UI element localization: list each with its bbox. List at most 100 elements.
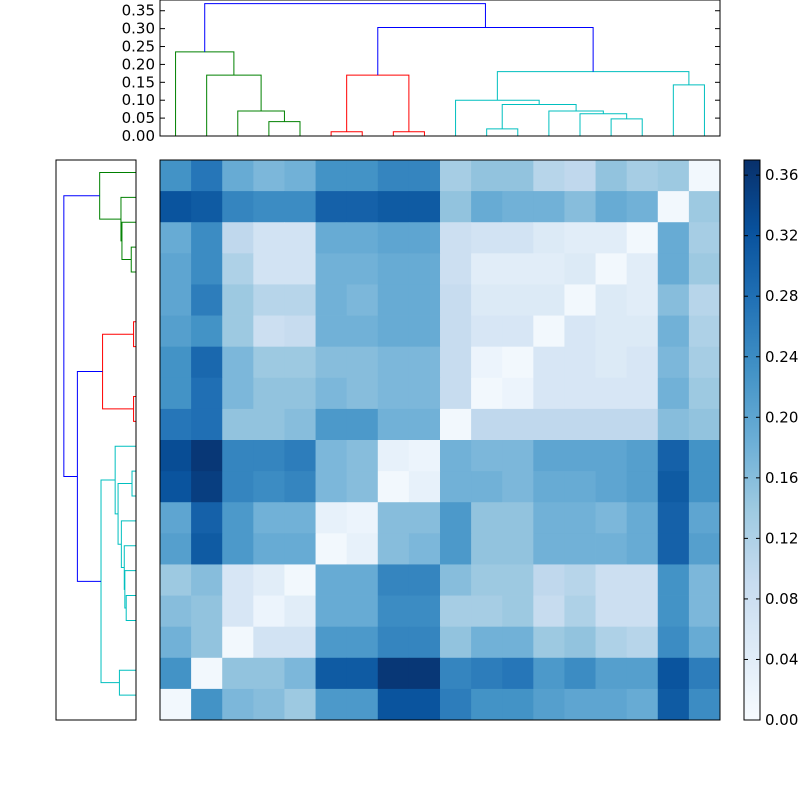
top-dendrogram-link [392,131,425,136]
heatmap-cell [284,471,316,503]
heatmap-cell [346,595,379,628]
heatmap-cell [222,657,254,690]
left-dendrogram-link [123,545,136,590]
heatmap-cell [377,253,410,285]
heatmap-cell [160,564,192,596]
heatmap-cell [502,253,534,285]
heatmap-cell [657,346,690,379]
heatmap-cell [377,626,410,659]
heatmap-cell [564,595,596,628]
top-dendrogram-link [672,84,705,136]
heatmap-cell [626,408,659,441]
heatmap-cell [191,315,223,348]
heatmap-cell [253,160,285,192]
heatmap-cell [626,346,659,379]
top-dendrogram-link [548,110,604,136]
heatmap-cell [595,502,628,534]
colorbar-bar [743,159,761,721]
heatmap-cell [533,315,565,348]
heatmap-cell [688,222,721,254]
heatmap-cell [533,160,565,192]
heatmap [159,159,721,721]
heatmap-cell [253,657,285,690]
heatmap-cell [657,688,690,721]
heatmap-cell [471,191,503,223]
colorbar-tick-label: 0.28 [765,287,798,305]
heatmap-cell [626,688,659,721]
heatmap-cell [564,408,596,441]
heatmap-cell [284,657,316,690]
heatmap-cell [502,160,534,192]
heatmap-cell [688,440,721,472]
heatmap-cell [191,502,223,534]
heatmap-cell [502,502,534,534]
top-dendrogram: 0.000.050.100.150.200.250.300.35 [122,0,721,145]
heatmap-cell [191,440,223,472]
heatmap-cell [346,564,379,596]
heatmap-cell [657,502,690,534]
heatmap-cell [346,160,379,192]
heatmap-cell [408,160,441,192]
left-dendrogram-link [130,246,136,273]
heatmap-cell [657,471,690,503]
left-dendrogram-link [120,196,136,242]
heatmap-cell [626,222,659,254]
heatmap-cell [440,315,472,348]
heatmap-cell [533,440,565,472]
heatmap-cell [315,408,348,441]
heatmap-cell [160,595,192,628]
heatmap-cell [502,191,534,223]
heatmap-cell [471,408,503,441]
heatmap-cell [408,408,441,441]
colorbar-tick-label: 0.20 [765,408,798,426]
heatmap-cell [253,626,285,659]
heatmap-cell [564,253,596,285]
heatmap-cell [471,657,503,690]
heatmap-cell [346,191,379,223]
heatmap-cell [284,253,316,285]
heatmap-cell [160,346,192,379]
heatmap-cell [377,688,410,721]
left-dendrogram-link [121,221,136,261]
heatmap-cell [377,471,410,503]
heatmap-cell [657,564,690,596]
heatmap-cell [595,564,628,596]
heatmap-cell [595,346,628,379]
top-dendrogram-tick-label: 0.25 [122,38,155,56]
top-dendrogram-link [579,113,628,136]
heatmap-cell [191,626,223,659]
heatmap-cell [502,222,534,254]
colorbar-tick-label: 0.08 [765,590,798,608]
heatmap-cell [191,471,223,503]
heatmap-cell [315,688,348,721]
heatmap-cell [533,346,565,379]
heatmap-cell [595,471,628,503]
heatmap-cell [502,284,534,316]
top-dendrogram-tick-label: 0.35 [122,2,155,20]
heatmap-cell [471,284,503,316]
heatmap-cell [626,440,659,472]
heatmap-cell [626,471,659,503]
heatmap-cell [564,502,596,534]
colorbar-tick-label: 0.12 [765,529,798,547]
heatmap-cell [160,657,192,690]
heatmap-cell [222,564,254,596]
heatmap-cell [346,657,379,690]
left-dendrogram-link [99,171,136,220]
heatmap-cell [160,471,192,503]
heatmap-cell [377,315,410,348]
left-dendrogram-link [133,321,136,348]
heatmap-cell [408,471,441,503]
heatmap-cell [471,564,503,596]
heatmap-cell [346,315,379,348]
heatmap-cell [657,595,690,628]
heatmap-cell [471,315,503,348]
left-dendrogram-link [102,333,134,410]
heatmap-cell [440,471,472,503]
heatmap-cell [253,253,285,285]
left-dendrogram-link [118,669,136,696]
heatmap-cell [346,688,379,721]
heatmap-cell [595,191,628,223]
heatmap-cell [160,222,192,254]
heatmap-cell [626,626,659,659]
